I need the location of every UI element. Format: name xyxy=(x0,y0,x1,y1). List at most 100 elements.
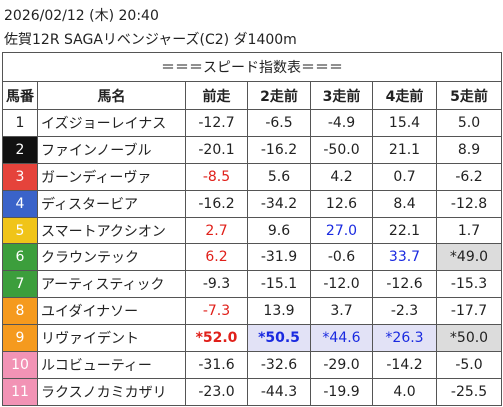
horse-name: ユイダイナソー xyxy=(37,297,186,326)
horse-number: 1 xyxy=(2,109,38,137)
column-header: 馬名 xyxy=(37,81,186,110)
horse-number: 6 xyxy=(2,243,38,272)
speed-index: -34.2 xyxy=(247,189,311,218)
horse-number: 4 xyxy=(2,189,38,218)
speed-index: -12.8 xyxy=(435,189,503,218)
horse-row: 10 ルコビューティー -31.6 -32.6 -29.0 -14.2 -5.0 xyxy=(2,351,503,379)
column-header: 3走前 xyxy=(310,81,373,110)
speed-index: *50.5 xyxy=(247,324,311,353)
speed-index: -6.2 xyxy=(435,162,503,191)
speed-index: -16.2 xyxy=(185,189,248,218)
speed-index: -29.0 xyxy=(310,351,373,379)
speed-index: -14.2 xyxy=(372,351,437,379)
horse-name: ディスタービア xyxy=(37,189,186,218)
speed-index: 22.1 xyxy=(372,216,437,245)
speed-index: 13.9 xyxy=(247,297,311,326)
horse-name: スマートアクシオン xyxy=(37,216,186,245)
speed-index: *52.0 xyxy=(185,324,248,353)
horse-number: 10 xyxy=(2,351,38,379)
speed-index: -31.9 xyxy=(247,243,311,272)
speed-index: -12.7 xyxy=(185,109,248,137)
table-title: ＝＝＝スピード指数表＝＝＝ xyxy=(1,52,503,82)
column-header: 5走前 xyxy=(435,81,503,110)
speed-index: -15.1 xyxy=(247,270,311,299)
horse-row: 9 リヴァイデント *52.0 *50.5 *44.6 *26.3 *50.0 xyxy=(2,324,503,353)
speed-index: -20.1 xyxy=(185,135,248,164)
speed-index: 0.7 xyxy=(372,162,437,191)
speed-index: 8.4 xyxy=(372,189,437,218)
speed-index: -17.7 xyxy=(435,297,503,326)
horse-row: 7 アーティスティック -9.3 -15.1 -12.0 -12.6 -15.3 xyxy=(2,270,503,299)
horse-name: アーティスティック xyxy=(37,270,186,299)
horse-row: 3 ガーンディーヴァ -8.5 5.6 4.2 0.7 -6.2 xyxy=(2,162,503,191)
horse-name: イズジョーレイナス xyxy=(37,109,186,137)
speed-index: *44.6 xyxy=(310,324,373,353)
horse-number: 5 xyxy=(2,216,38,245)
speed-index: -12.6 xyxy=(372,270,437,299)
horse-row: 4 ディスタービア -16.2 -34.2 12.6 8.4 -12.8 xyxy=(2,189,503,218)
speed-index: 5.0 xyxy=(435,109,503,137)
horse-number: 11 xyxy=(2,377,38,406)
speed-index: -9.3 xyxy=(185,270,248,299)
horse-name: ラクスノカミカザリ xyxy=(37,377,186,406)
speed-index: -5.0 xyxy=(435,351,503,379)
speed-index: 15.4 xyxy=(372,109,437,137)
speed-index: *50.0 xyxy=(435,324,503,353)
race: 佐賀12R SAGAリベンジャーズ(C2) ダ1400m xyxy=(4,32,297,48)
speed-index: -25.5 xyxy=(435,377,503,406)
speed-index: -44.3 xyxy=(247,377,311,406)
speed-index: -2.3 xyxy=(372,297,437,326)
speed-index: -50.0 xyxy=(310,135,373,164)
speed-index: -31.6 xyxy=(185,351,248,379)
speed-index: -8.5 xyxy=(185,162,248,191)
column-header: 2走前 xyxy=(247,81,311,110)
column-header: 前走 xyxy=(185,81,248,110)
horse-name: リヴァイデント xyxy=(37,324,186,353)
speed-index: 8.9 xyxy=(435,135,503,164)
horse-name: クラウンテック xyxy=(37,243,186,272)
speed-index: *49.0 xyxy=(435,243,503,272)
horse-row: 8 ユイダイナソー -7.3 13.9 3.7 -2.3 -17.7 xyxy=(2,297,503,326)
speed-index: -15.3 xyxy=(435,270,503,299)
speed-index: 33.7 xyxy=(372,243,437,272)
horse-row: 5 スマートアクシオン 2.7 9.6 27.0 22.1 1.7 xyxy=(2,216,503,245)
speed-index: 5.6 xyxy=(247,162,311,191)
speed-index: -23.0 xyxy=(185,377,248,406)
speed-index: -12.0 xyxy=(310,270,373,299)
speed-index: 4.2 xyxy=(310,162,373,191)
speed-index: 1.7 xyxy=(435,216,503,245)
horse-number: 8 xyxy=(2,297,38,326)
date: 2026/02/12 (木) 20:40 xyxy=(4,8,159,24)
horse-row: 6 クラウンテック 6.2 -31.9 -0.6 33.7 *49.0 xyxy=(2,243,503,272)
horse-name: ファインノーブル xyxy=(37,135,186,164)
horse-number: 7 xyxy=(2,270,38,299)
speed-index: 12.6 xyxy=(310,189,373,218)
speed-index: 9.6 xyxy=(247,216,311,245)
horse-row: 2 ファインノーブル -20.1 -16.2 -50.0 21.1 8.9 xyxy=(2,135,503,164)
speed-index: -0.6 xyxy=(310,243,373,272)
speed-index: 4.0 xyxy=(372,377,437,406)
speed-index: -4.9 xyxy=(310,109,373,137)
header-row: 馬番 馬名 前走 2走前 3走前 4走前 5走前 xyxy=(2,81,503,110)
horse-number: 3 xyxy=(2,162,38,191)
speed-index: 27.0 xyxy=(310,216,373,245)
speed-index: *26.3 xyxy=(372,324,437,353)
speed-table: ＝＝＝スピード指数表＝＝＝ 馬番 馬名 前走 2走前 3走前 4走前 5走前 1 イズジョーレ… xyxy=(1,52,503,406)
speed-index: 21.1 xyxy=(372,135,437,164)
speed-index: -19.9 xyxy=(310,377,373,406)
horse-number: 2 xyxy=(2,135,38,164)
horse-name: ガーンディーヴァ xyxy=(37,162,186,191)
column-header: 馬番 xyxy=(2,81,38,110)
speed-index: -16.2 xyxy=(247,135,311,164)
speed-index: -7.3 xyxy=(185,297,248,326)
speed-index: -6.5 xyxy=(247,109,311,137)
horse-row: 1 イズジョーレイナス -12.7 -6.5 -4.9 15.4 5.0 xyxy=(2,109,503,137)
horse-row: 11 ラクスノカミカザリ -23.0 -44.3 -19.9 4.0 -25.5 xyxy=(2,377,503,406)
column-header: 4走前 xyxy=(372,81,437,110)
speed-index: 2.7 xyxy=(185,216,248,245)
speed-index: 3.7 xyxy=(310,297,373,326)
horse-number: 9 xyxy=(2,324,38,353)
speed-index: -32.6 xyxy=(247,351,311,379)
horse-name: ルコビューティー xyxy=(37,351,186,379)
